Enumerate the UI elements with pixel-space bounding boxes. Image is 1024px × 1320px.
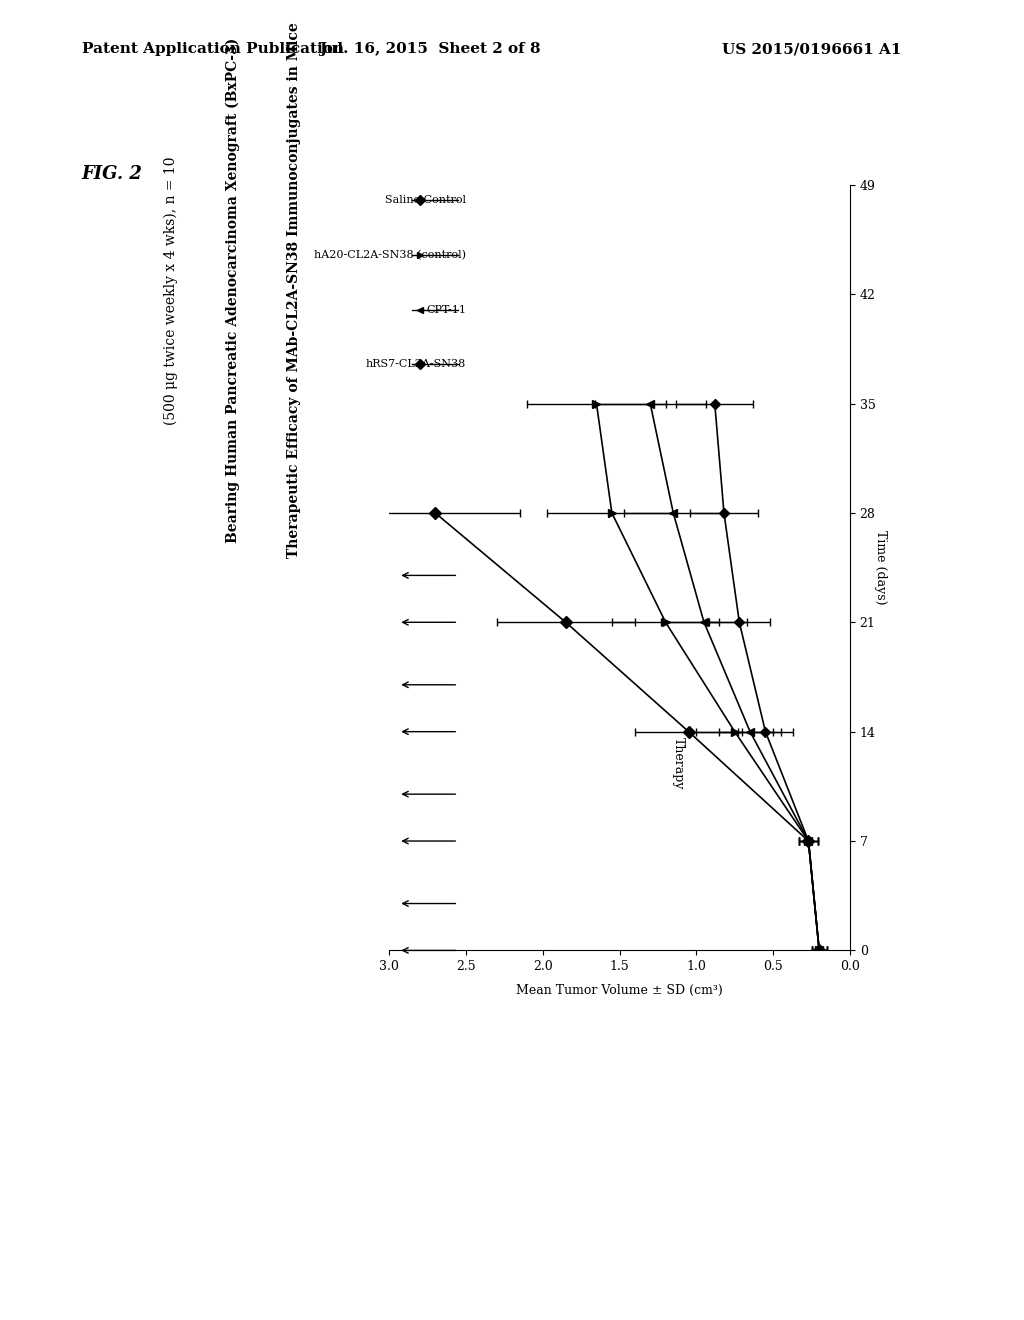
Text: Patent Application Publication: Patent Application Publication xyxy=(82,42,344,57)
Text: Therapeutic Efficacy of MAb-CL2A-SN38 Immunoconjugates in Mice: Therapeutic Efficacy of MAb-CL2A-SN38 Im… xyxy=(287,22,301,558)
X-axis label: Mean Tumor Volume ± SD (cm³): Mean Tumor Volume ± SD (cm³) xyxy=(516,985,723,997)
Text: FIG. 2: FIG. 2 xyxy=(82,165,142,183)
Text: hA20-CL2A-SN38 (control): hA20-CL2A-SN38 (control) xyxy=(314,249,466,260)
Text: CPT-11: CPT-11 xyxy=(426,305,466,314)
Text: Bearing Human Pancreatic Adenocarcinoma Xenograft (BxPC-3): Bearing Human Pancreatic Adenocarcinoma … xyxy=(225,38,240,543)
Text: Therapy: Therapy xyxy=(672,737,684,789)
Text: US 2015/0196661 A1: US 2015/0196661 A1 xyxy=(722,42,901,57)
Text: Saline Control: Saline Control xyxy=(385,195,466,206)
Text: Jul. 16, 2015  Sheet 2 of 8: Jul. 16, 2015 Sheet 2 of 8 xyxy=(319,42,541,57)
Text: hRS7-CL2A-SN38: hRS7-CL2A-SN38 xyxy=(366,359,466,370)
Text: (500 μg twice weekly x 4 wks), n = 10: (500 μg twice weekly x 4 wks), n = 10 xyxy=(164,156,178,425)
Y-axis label: Time (days): Time (days) xyxy=(873,531,887,605)
